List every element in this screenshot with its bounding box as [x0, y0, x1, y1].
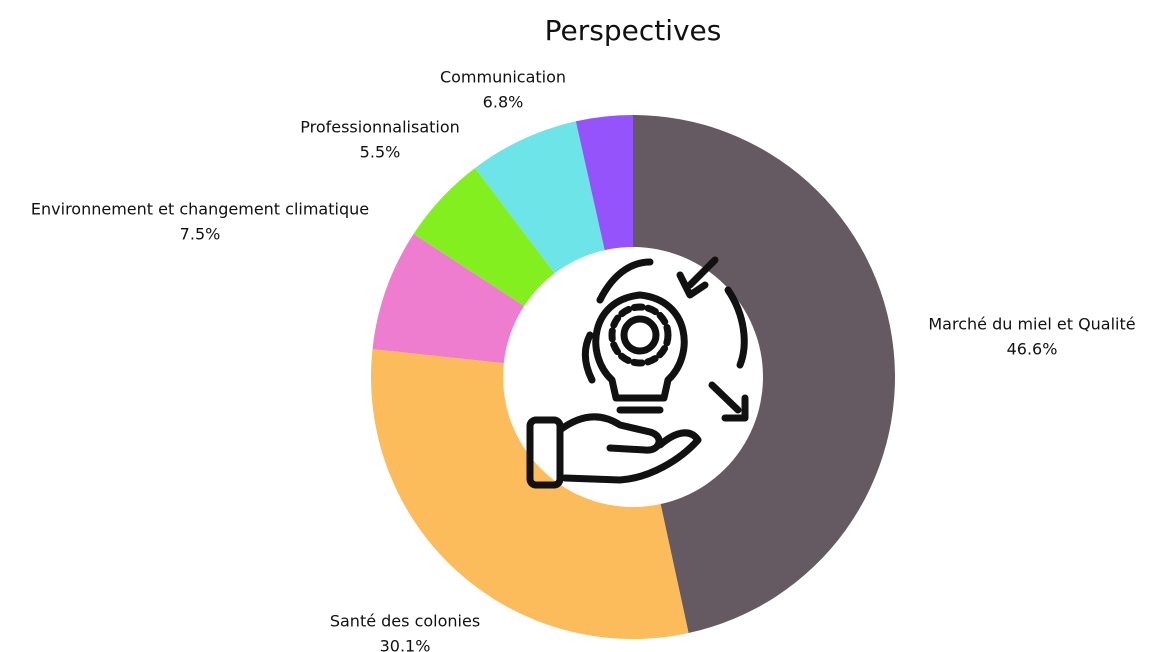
slice-label: Professionnalisation — [300, 118, 460, 137]
value-label: 5.5% — [360, 143, 401, 162]
slice-label: Environnement et changement climatique — [31, 200, 369, 219]
slice — [633, 115, 896, 634]
value-label: 46.6% — [1007, 340, 1058, 359]
slice-label: Communication — [440, 68, 566, 87]
donut-hole — [503, 247, 763, 507]
value-label: 7.5% — [180, 225, 221, 244]
slice-label: Marché du miel et Qualité — [928, 315, 1135, 334]
icon — [526, 256, 749, 489]
chart-title: Perspectives — [545, 14, 722, 47]
value-label: 6.8% — [483, 93, 524, 112]
value-label: 30.1% — [380, 637, 431, 652]
slice-label: Santé des colonies — [330, 612, 480, 631]
